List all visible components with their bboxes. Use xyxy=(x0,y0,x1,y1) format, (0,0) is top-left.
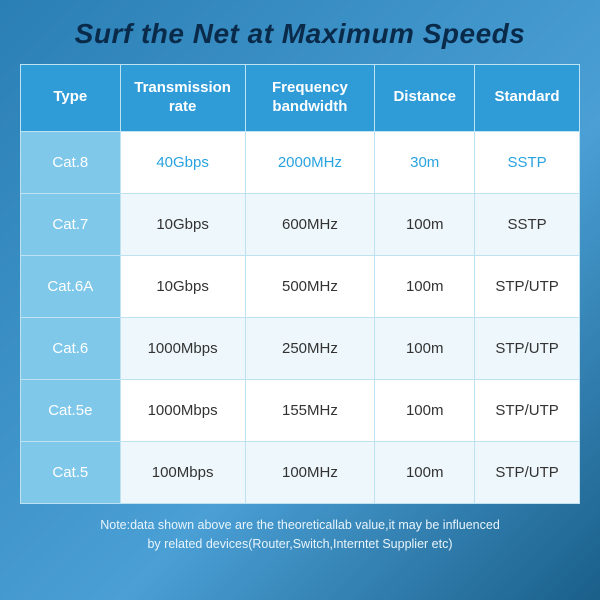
cell-standard: STP/UTP xyxy=(475,317,580,379)
cell-distance: 100m xyxy=(375,255,475,317)
cell-freq: 100MHz xyxy=(245,441,375,503)
table-row: Cat.710Gbps600MHz100mSSTP xyxy=(21,193,580,255)
cell-type: Cat.6A xyxy=(21,255,121,317)
footnote-line1: Note:data shown above are the theoretica… xyxy=(100,518,500,532)
cell-rate: 100Mbps xyxy=(120,441,245,503)
table-row: Cat.840Gbps2000MHz30mSSTP xyxy=(21,131,580,193)
cell-standard: STP/UTP xyxy=(475,255,580,317)
cell-freq: 500MHz xyxy=(245,255,375,317)
cell-standard: STP/UTP xyxy=(475,379,580,441)
cell-freq: 250MHz xyxy=(245,317,375,379)
cell-distance: 100m xyxy=(375,193,475,255)
cell-type: Cat.7 xyxy=(21,193,121,255)
cell-rate: 1000Mbps xyxy=(120,379,245,441)
page-title: Surf the Net at Maximum Speeds xyxy=(75,18,526,50)
footnote: Note:data shown above are the theoretica… xyxy=(80,516,520,555)
cell-standard: STP/UTP xyxy=(475,441,580,503)
col-type: Type xyxy=(21,65,121,132)
cell-freq: 600MHz xyxy=(245,193,375,255)
cell-rate: 40Gbps xyxy=(120,131,245,193)
cell-rate: 10Gbps xyxy=(120,255,245,317)
cell-distance: 100m xyxy=(375,441,475,503)
cell-rate: 10Gbps xyxy=(120,193,245,255)
cell-type: Cat.6 xyxy=(21,317,121,379)
footnote-line2: by related devices(Router,Switch,Internt… xyxy=(147,537,452,551)
cell-type: Cat.5 xyxy=(21,441,121,503)
cell-distance: 100m xyxy=(375,379,475,441)
table-header-row: Type Transmission rate Frequency bandwid… xyxy=(21,65,580,132)
cable-spec-table: Type Transmission rate Frequency bandwid… xyxy=(20,64,580,504)
col-rate: Transmission rate xyxy=(120,65,245,132)
col-freq: Frequency bandwidth xyxy=(245,65,375,132)
col-standard: Standard xyxy=(475,65,580,132)
cell-freq: 2000MHz xyxy=(245,131,375,193)
cell-rate: 1000Mbps xyxy=(120,317,245,379)
cell-distance: 30m xyxy=(375,131,475,193)
cell-distance: 100m xyxy=(375,317,475,379)
cell-standard: SSTP xyxy=(475,131,580,193)
table-row: Cat.5100Mbps100MHz100mSTP/UTP xyxy=(21,441,580,503)
table-row: Cat.6A10Gbps500MHz100mSTP/UTP xyxy=(21,255,580,317)
table-row: Cat.5e1000Mbps155MHz100mSTP/UTP xyxy=(21,379,580,441)
cell-type: Cat.5e xyxy=(21,379,121,441)
cell-type: Cat.8 xyxy=(21,131,121,193)
cell-freq: 155MHz xyxy=(245,379,375,441)
col-distance: Distance xyxy=(375,65,475,132)
cell-standard: SSTP xyxy=(475,193,580,255)
table-row: Cat.61000Mbps250MHz100mSTP/UTP xyxy=(21,317,580,379)
